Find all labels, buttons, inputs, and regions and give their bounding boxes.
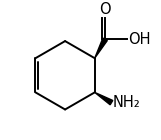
- Polygon shape: [95, 92, 113, 105]
- Text: OH: OH: [128, 32, 150, 47]
- Text: O: O: [99, 2, 111, 17]
- Text: NH₂: NH₂: [113, 95, 141, 110]
- Polygon shape: [95, 38, 107, 58]
